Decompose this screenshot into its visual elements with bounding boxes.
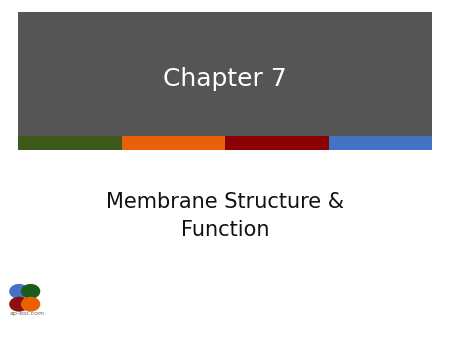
- Text: ap-bio.com: ap-bio.com: [10, 311, 45, 316]
- Circle shape: [10, 285, 28, 298]
- FancyBboxPatch shape: [18, 136, 122, 150]
- Circle shape: [10, 297, 28, 311]
- FancyBboxPatch shape: [122, 136, 225, 150]
- Text: Membrane Structure &
Function: Membrane Structure & Function: [106, 192, 344, 240]
- Circle shape: [22, 285, 40, 298]
- FancyBboxPatch shape: [18, 12, 432, 147]
- FancyBboxPatch shape: [225, 136, 328, 150]
- Circle shape: [22, 297, 40, 311]
- FancyBboxPatch shape: [328, 136, 432, 150]
- Text: Chapter 7: Chapter 7: [163, 67, 287, 92]
